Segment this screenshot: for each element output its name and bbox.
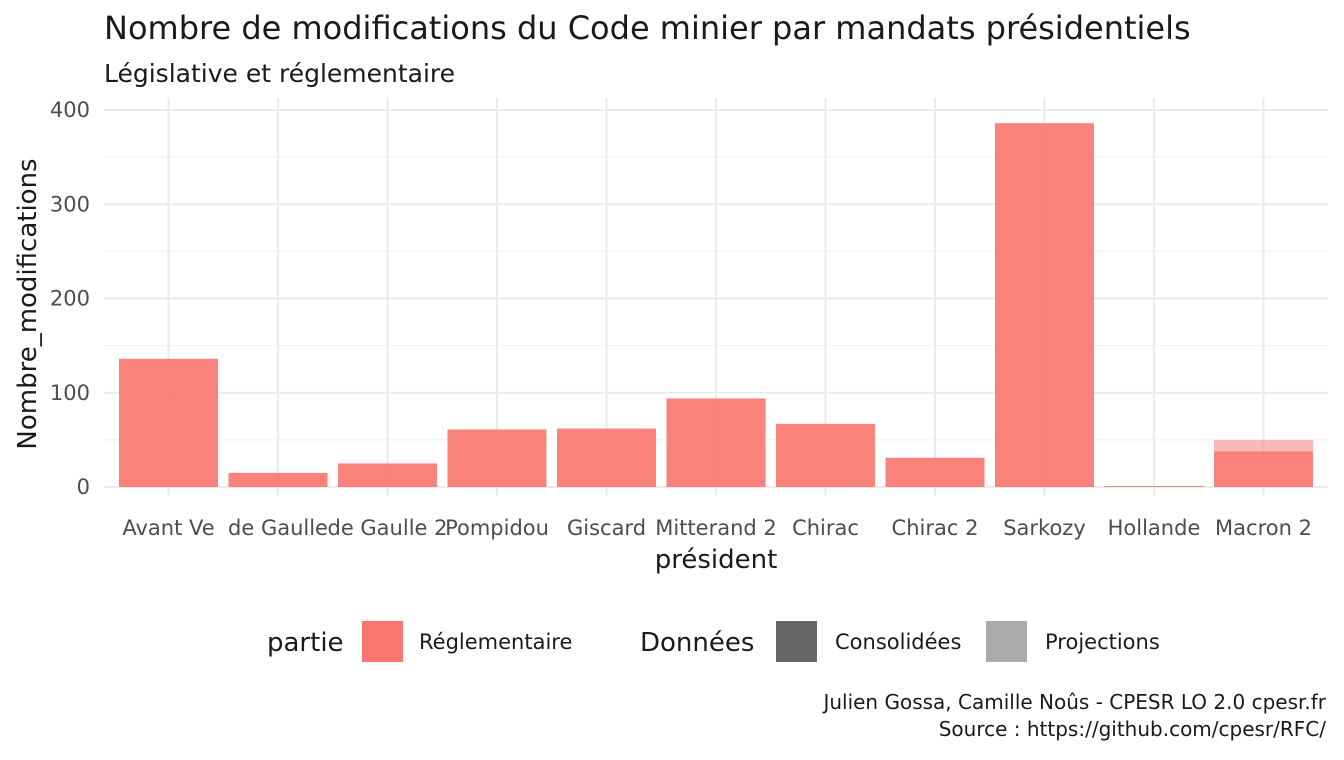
x-tick-label: Chirac (792, 516, 859, 540)
bar-consolidees-4 (557, 428, 656, 487)
legend-label-reglementaire: Réglementaire (419, 630, 572, 654)
bar-consolidees-8 (995, 123, 1094, 487)
caption-line-2: Source : https://github.com/cpesr/RFC/ (939, 717, 1327, 741)
chart-subtitle: Législative et réglementaire (104, 59, 455, 88)
bar-consolidees-7 (885, 457, 985, 487)
chart-title: Nombre de modifications du Code minier p… (104, 9, 1191, 47)
legend-swatch-projections (986, 621, 1027, 662)
bar-consolidees-9 (1104, 486, 1204, 487)
x-tick-label: Giscard (567, 516, 646, 540)
legend-label-consolidees: Consolidées (835, 630, 961, 654)
x-tick-label: Macron 2 (1215, 516, 1312, 540)
y-tick-label: 200 (50, 287, 90, 311)
x-tick-label: Mitterand 2 (655, 516, 777, 540)
x-tick-label: Sarkozy (1003, 516, 1086, 540)
legend-title-partie: partie (267, 628, 344, 658)
x-tick-label: de Gaulle 2 (327, 516, 447, 540)
x-tick-label: Pompidou (445, 516, 549, 540)
x-tick-label: Avant Ve (122, 516, 214, 540)
legend-swatch-consolidees (776, 621, 817, 662)
y-tick-label: 400 (50, 98, 90, 122)
bar-consolidees-0 (119, 358, 218, 487)
bar-consolidees-3 (447, 429, 547, 487)
bar-consolidees-5 (666, 398, 766, 487)
x-tick-label: Hollande (1108, 516, 1201, 540)
x-tick-label: Chirac 2 (892, 516, 979, 540)
bar-projections-10 (1214, 439, 1313, 452)
y-tick-label: 100 (50, 381, 90, 405)
legend-swatch-reglementaire (362, 621, 403, 662)
x-axis-title: président (655, 545, 778, 575)
y-tick-label: 0 (77, 475, 90, 499)
bars (119, 123, 1313, 487)
legend-title-donnees: Données (640, 628, 754, 658)
bar-consolidees-10 (1214, 451, 1313, 487)
y-axis-title: Nombre_modifications (13, 158, 43, 449)
legend: partie Réglementaire Données Consolidées… (267, 621, 1160, 662)
bar-consolidees-6 (776, 423, 875, 487)
bar-consolidees-1 (228, 472, 328, 487)
legend-label-projections: Projections (1045, 630, 1160, 654)
caption-line-1: Julien Gossa, Camille Noûs - CPESR LO 2.… (821, 690, 1326, 714)
y-tick-label: 300 (50, 192, 90, 216)
bar-consolidees-2 (338, 463, 437, 487)
y-axis-ticks: 0 100 200 300 400 (50, 98, 90, 499)
x-tick-label: de Gaulle (228, 516, 328, 540)
